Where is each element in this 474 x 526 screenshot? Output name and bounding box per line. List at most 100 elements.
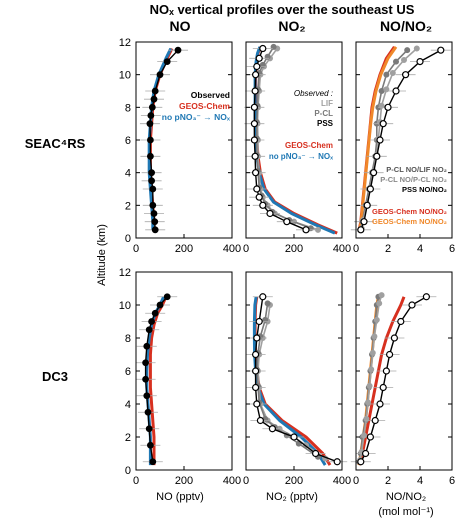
- series-line-pss-2: [253, 48, 307, 231]
- panel-seac4rs-no-no2: 0 2 4 6: [350, 41, 455, 255]
- x-axis-label-no2: NO₂ (pptv): [266, 491, 318, 503]
- data-point: [150, 95, 158, 103]
- data-point: [366, 433, 374, 441]
- y-tick-label: 8: [125, 102, 131, 114]
- data-point: [366, 185, 374, 193]
- data-point: [156, 301, 164, 309]
- data-point: [255, 54, 263, 62]
- column-title-no: NO: [170, 18, 191, 34]
- data-point: [252, 71, 260, 79]
- data-point: [146, 441, 154, 449]
- data-point: [253, 334, 261, 342]
- data-point: [290, 433, 298, 441]
- x-tick-label: 6: [449, 475, 455, 487]
- data-point: [371, 416, 379, 425]
- data-point: [149, 458, 157, 466]
- y-tick-label: 12: [119, 267, 131, 279]
- data-point: [382, 367, 390, 375]
- x-tick-label: 200: [175, 475, 193, 487]
- data-point: [366, 382, 373, 389]
- data-point: [251, 152, 259, 160]
- x-tick-label: 4: [417, 243, 423, 255]
- data-point: [392, 87, 400, 95]
- x-tick-label: 400: [333, 243, 351, 255]
- data-point: [302, 226, 310, 234]
- legend-entry: GEOS-Chem NO/NO₂: [372, 207, 447, 216]
- legend-entry: no pNO₃⁻ → NOₓ: [269, 152, 333, 161]
- y-axis-label: Altitude (km): [96, 224, 108, 286]
- data-point: [149, 201, 157, 209]
- legend-entry: GEOS-Chem: [179, 101, 230, 111]
- row-label-seac4rs: SEAC⁴RS: [25, 136, 86, 151]
- data-point: [250, 120, 258, 128]
- y-tick-label: 10: [119, 300, 131, 312]
- data-point: [259, 293, 267, 301]
- panel-dc3-no: 0 2 4 6 8 10 12 0 200 400: [119, 267, 241, 487]
- data-point: [363, 201, 371, 209]
- data-point: [151, 218, 159, 226]
- data-point: [389, 70, 396, 77]
- data-point: [376, 400, 384, 408]
- data-point: [174, 46, 182, 54]
- data-point: [384, 103, 392, 111]
- data-point: [148, 177, 156, 185]
- legend-entry: PSS: [317, 119, 334, 128]
- data-point: [390, 334, 398, 342]
- legend-entry: P-CL NO/LIF NO₂: [386, 165, 447, 174]
- legend-entry: PSS NO/NO₂: [402, 185, 447, 194]
- x-tick-label: 400: [223, 243, 241, 255]
- y-tick-label: 12: [119, 37, 131, 49]
- data-point: [314, 226, 321, 233]
- y-tick-label: 4: [125, 168, 131, 180]
- data-point: [253, 400, 261, 408]
- data-point: [253, 185, 261, 193]
- data-point: [148, 318, 156, 325]
- data-point: [151, 226, 159, 234]
- data-point: [370, 169, 378, 177]
- data-point: [144, 408, 152, 416]
- panel-seac4rs-no2: 0 200 400: [243, 41, 351, 255]
- data-point: [256, 416, 264, 425]
- data-point: [163, 58, 171, 65]
- data-point: [333, 458, 341, 466]
- y-tick-label: 0: [125, 233, 131, 245]
- data-point: [402, 71, 410, 79]
- data-point: [250, 103, 258, 111]
- data-point: [376, 136, 384, 144]
- x-tick-label: 0: [243, 243, 249, 255]
- data-point: [376, 300, 383, 307]
- x-tick-label: 4: [417, 475, 423, 487]
- data-point: [253, 62, 261, 71]
- data-point: [151, 309, 159, 317]
- data-point: [150, 210, 158, 217]
- data-point: [312, 449, 320, 458]
- series-line-p-cl-1: [255, 46, 312, 229]
- data-point: [400, 56, 407, 63]
- data-point: [373, 316, 380, 323]
- data-point: [142, 359, 150, 367]
- data-point: [156, 71, 164, 79]
- data-point: [151, 87, 159, 95]
- data-point: [149, 185, 157, 193]
- legend-entry: P-CL NO/P-CL NO₂: [380, 175, 447, 184]
- data-point: [145, 425, 153, 433]
- data-point: [379, 383, 387, 392]
- data-point: [252, 169, 260, 177]
- data-point: [360, 218, 368, 226]
- data-point: [143, 342, 151, 350]
- x-tick-label: 6: [449, 243, 455, 255]
- y-tick-label: 2: [125, 200, 131, 212]
- data-point: [362, 449, 370, 458]
- data-point: [422, 293, 430, 301]
- data-point: [255, 317, 263, 326]
- data-point: [252, 383, 260, 392]
- x-tick-label: 200: [285, 243, 303, 255]
- x-tick-label: 2: [385, 475, 391, 487]
- legend-entry: Observed :: [294, 89, 333, 98]
- y-tick-label: 6: [125, 135, 131, 147]
- x-tick-label: 0: [243, 475, 249, 487]
- legend-entry: no pNO₃⁻ → NOₓ: [162, 112, 231, 122]
- data-point: [283, 218, 291, 226]
